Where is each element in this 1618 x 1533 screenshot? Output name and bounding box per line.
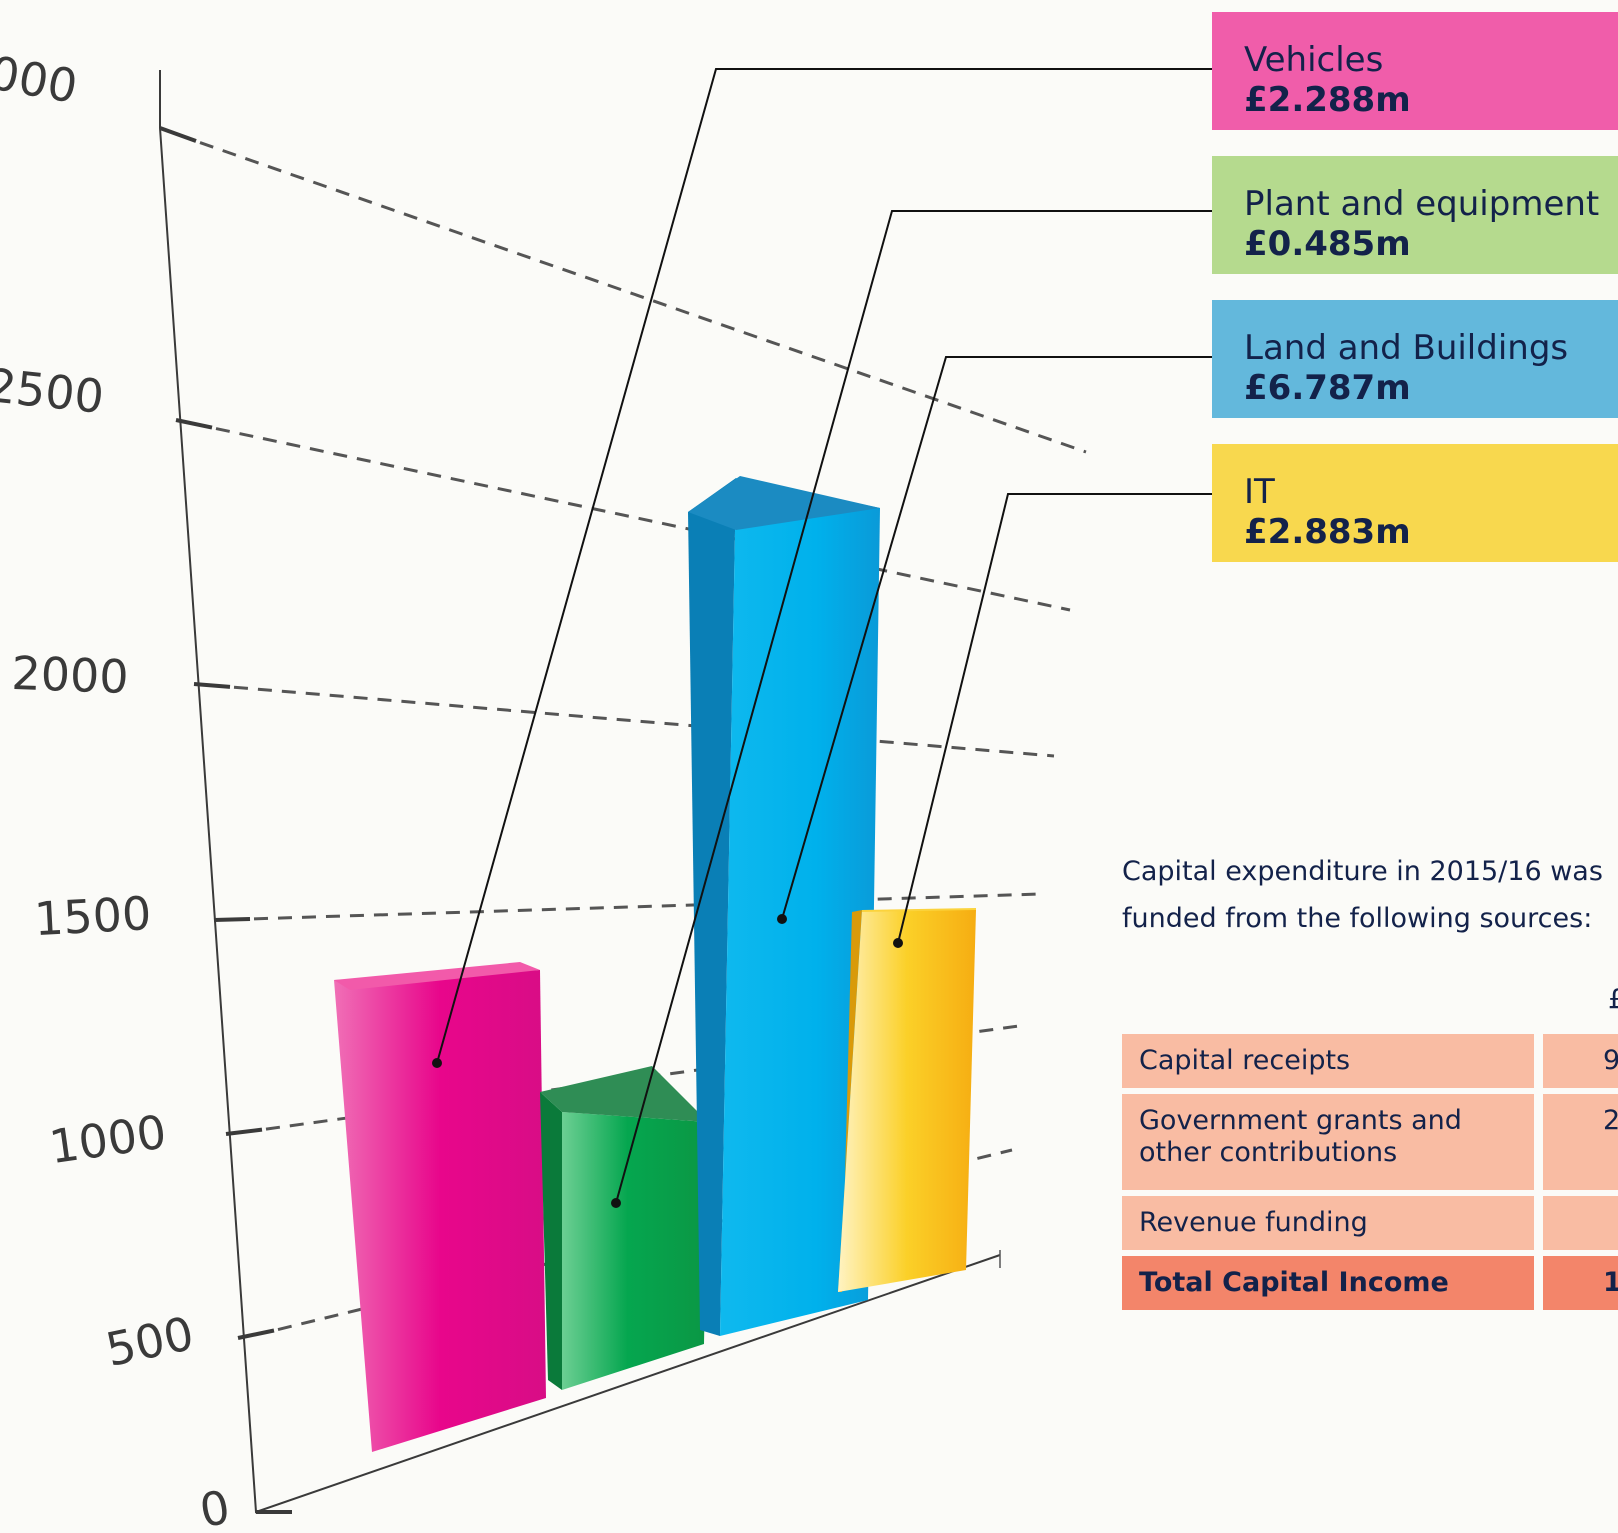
leader-dot — [611, 1198, 621, 1208]
y-tick-mark — [193, 682, 231, 689]
y-tick-label: 2000 — [11, 646, 130, 704]
leader-dot — [777, 914, 787, 924]
bar-front — [334, 970, 546, 1452]
gridline — [233, 685, 1055, 758]
legend-value: £6.787m — [1244, 368, 1411, 408]
row-label: Capital receipts — [1122, 1034, 1534, 1088]
bar-plant-and-equipment — [540, 1066, 708, 1390]
row-label: Government grants and other contribution… — [1122, 1094, 1534, 1190]
funding-caption: Capital expenditure in 2015/16 was funde… — [1122, 848, 1618, 942]
y-tick-label: 2500 — [0, 358, 106, 424]
legend-value: £0.485m — [1244, 224, 1411, 264]
bar-land-and-buildings — [688, 476, 880, 1336]
y-tick-mark — [213, 916, 251, 922]
y-tick-label: 500 — [101, 1306, 198, 1377]
bar-top — [688, 476, 880, 530]
legend-item-land-and-buildings: Land and Buildings £6.787m — [1212, 300, 1618, 418]
bar-top — [334, 962, 540, 990]
y-tick-label: 0 — [196, 1480, 234, 1533]
row-label-line: other contributions — [1139, 1137, 1398, 1168]
legend-label: Plant and equipment — [1244, 184, 1600, 224]
legend-item-plant-and-equipment: Plant and equipment £0.485m — [1212, 156, 1618, 274]
y-tick-mark — [175, 418, 213, 430]
row-value — [1543, 1196, 1618, 1250]
caption-line: Capital expenditure in 2015/16 was — [1122, 856, 1603, 887]
bar-it — [838, 908, 976, 1292]
y-tick-mark — [225, 1127, 263, 1136]
row-label: Revenue funding — [1122, 1196, 1534, 1250]
legend-label: IT — [1244, 472, 1275, 512]
y-tick-label: 3000 — [0, 40, 81, 114]
bar-side — [540, 1092, 562, 1390]
row-label-line: Government grants and — [1139, 1105, 1462, 1136]
bar-top — [862, 908, 976, 912]
row-value: 2 — [1543, 1094, 1618, 1190]
y-tick-mark — [237, 1328, 275, 1340]
row-label: Total Capital Income — [1122, 1256, 1534, 1310]
row-value: 12, — [1543, 1256, 1618, 1310]
bar-top — [540, 1066, 708, 1122]
legend-label: Land and Buildings — [1244, 328, 1569, 368]
legend-value: £2.883m — [1244, 512, 1411, 552]
gridline — [215, 427, 1071, 612]
bar-vehicles — [334, 962, 546, 1452]
y-tick-label: 1000 — [46, 1104, 169, 1174]
legend-value: £2.288m — [1244, 80, 1411, 120]
y-tick-label: 1500 — [33, 886, 153, 946]
bar-front — [562, 1112, 708, 1390]
legend-item-it: IT £2.883m — [1212, 444, 1618, 562]
bar-front — [720, 478, 880, 1336]
gridline — [199, 141, 1087, 454]
legend-item-vehicles: Vehicles £2.288m — [1212, 12, 1618, 130]
caption-line: funded from the following sources: — [1122, 903, 1593, 934]
leader-plant-and-equipment — [615, 210, 1212, 1204]
table-currency-header: £ — [1608, 984, 1618, 1015]
y-tick-mark — [159, 126, 197, 143]
leader-land-and-buildings — [781, 356, 1212, 920]
leader-dot — [432, 1058, 442, 1068]
leader-dot — [893, 938, 903, 948]
y-axis-line — [159, 70, 1001, 1514]
bar-front — [838, 910, 976, 1292]
legend-label: Vehicles — [1244, 40, 1384, 80]
row-value: 9 — [1543, 1034, 1618, 1088]
leader-vehicles — [436, 68, 1212, 1064]
leader-it — [897, 493, 1212, 944]
